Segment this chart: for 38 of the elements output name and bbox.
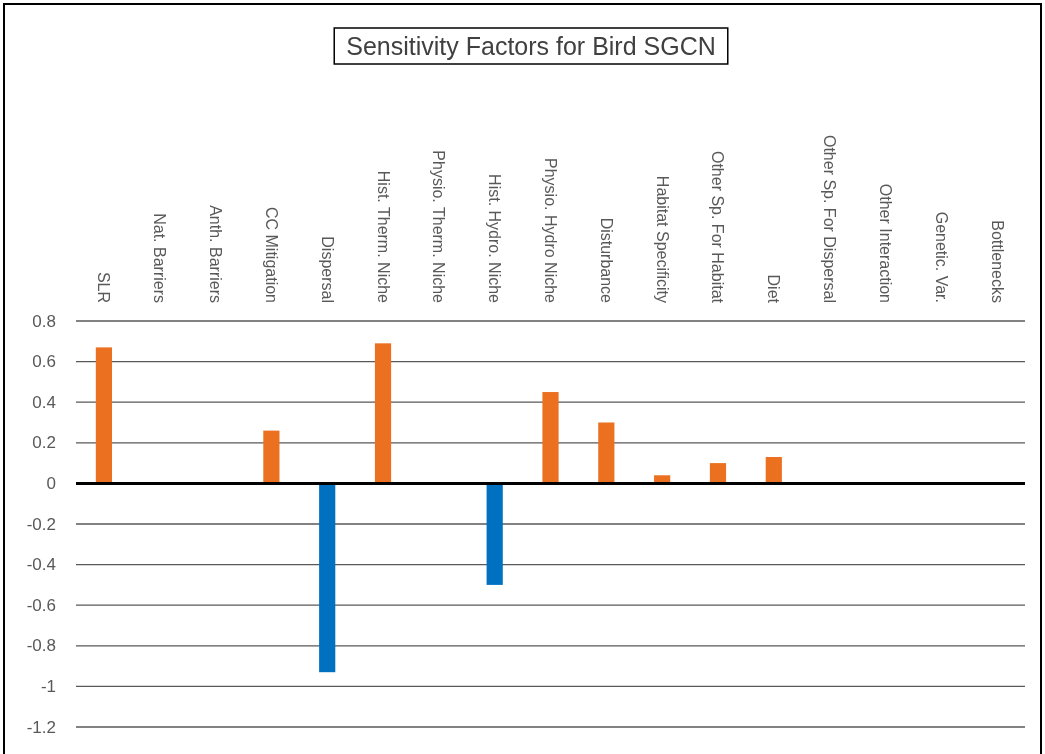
x-tick-label: Other Sp. For Dispersal — [821, 134, 839, 303]
x-tick-label: Genetic. Var. — [932, 211, 950, 303]
bar — [709, 463, 727, 484]
bar — [598, 422, 615, 484]
x-tick-label: CC Mitigation — [262, 206, 280, 303]
y-tick-label: -0.4 — [26, 555, 56, 575]
y-tick-label: 0.8 — [32, 311, 56, 331]
x-tick-label: Hist. Hydro. Niche — [486, 174, 504, 304]
x-tick-label: Bottlenecks — [988, 220, 1006, 303]
x-tick-label: Habitat Specificity — [653, 175, 671, 303]
bar — [542, 392, 559, 484]
chart-title: Sensitivity Factors for Bird SGCN — [346, 32, 716, 60]
bar — [374, 343, 392, 484]
y-tick-label: -0.6 — [26, 595, 56, 615]
x-tick-label: Anth. Barriers — [207, 205, 225, 303]
bar — [486, 483, 503, 585]
x-tick-label: Nat. Barriers — [151, 213, 169, 303]
x-tick-label: Other Sp. For Habitat — [709, 150, 727, 304]
y-tick-label: 0.4 — [32, 392, 56, 412]
y-tick-label: 0.6 — [32, 352, 56, 372]
bar — [95, 347, 113, 484]
y-tick-label: -1 — [40, 676, 56, 696]
x-tick-label: Physio. Therm. Niche — [430, 150, 448, 304]
y-tick-label: 0.2 — [32, 433, 56, 453]
x-tick-label: SLR — [95, 271, 113, 303]
y-tick-label: -0.2 — [26, 514, 56, 534]
x-tick-label: Hist. Therm. Niche — [374, 170, 392, 304]
bar — [319, 483, 336, 673]
x-tick-label: Dispersal — [318, 236, 336, 303]
x-tick-label: Disturbance — [597, 217, 615, 304]
y-tick-label: 0 — [46, 473, 56, 493]
x-tick-label: Physio. Hydro Niche — [542, 158, 559, 304]
y-tick-label: -0.8 — [26, 636, 56, 656]
x-tick-label: Other Interaction — [876, 183, 894, 303]
bar — [263, 430, 280, 484]
y-tick-label: -1.2 — [26, 717, 56, 737]
x-tick-label: Diet — [765, 274, 783, 304]
bar — [765, 457, 782, 484]
